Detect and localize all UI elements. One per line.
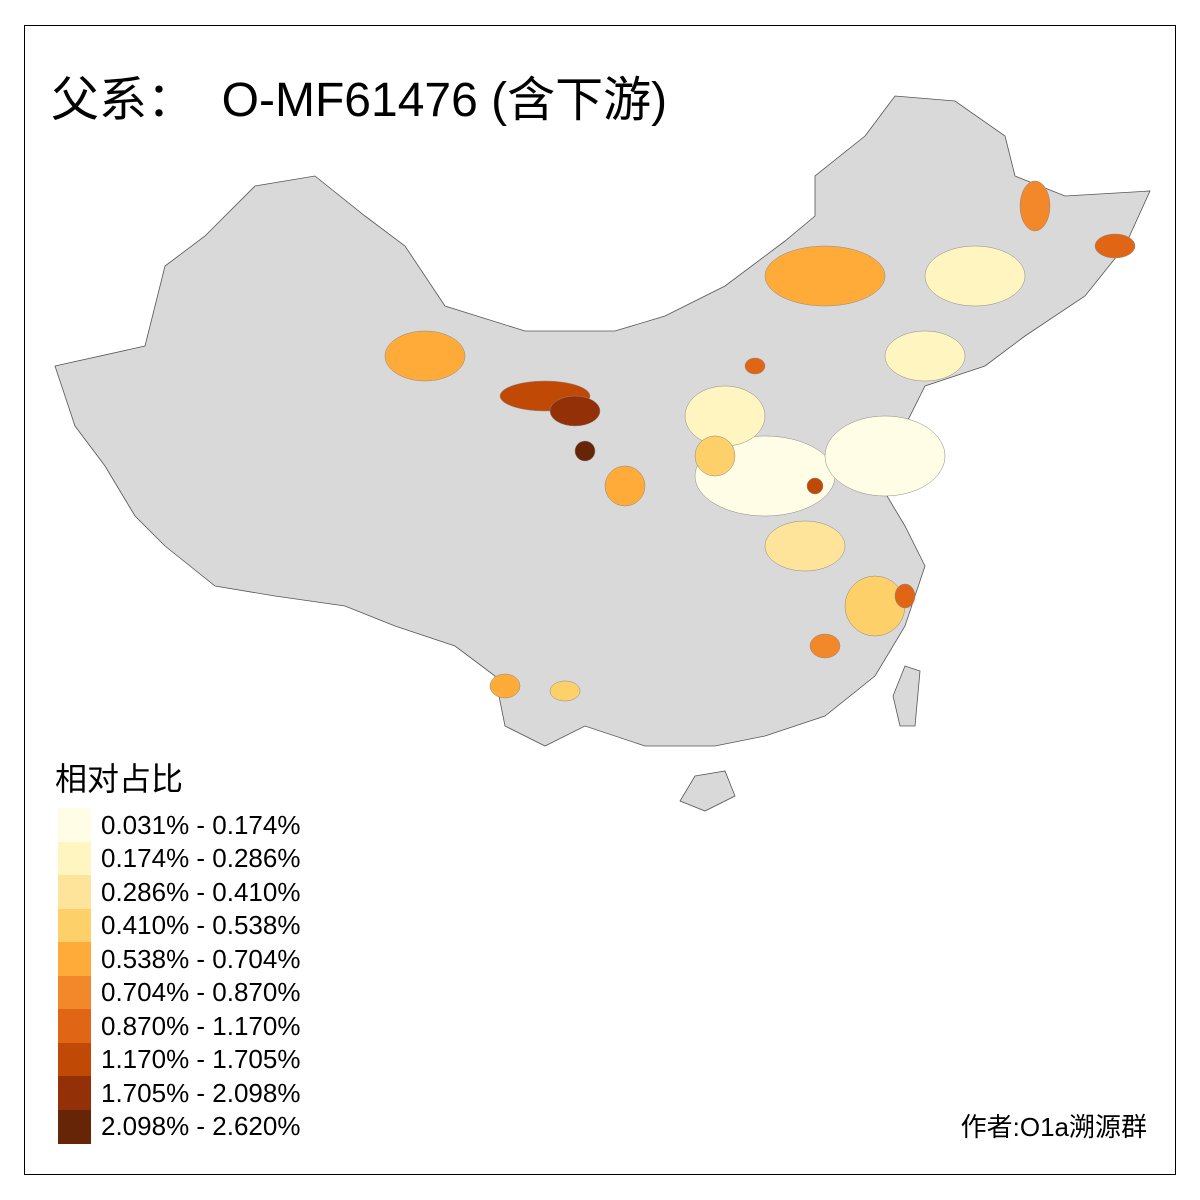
legend-swatch (58, 1109, 91, 1144)
region-fill (549, 680, 581, 702)
legend-label: 0.870% - 1.170% (101, 1010, 301, 1041)
legend-label: 0.286% - 0.410% (101, 876, 301, 907)
legend-title: 相对占比 (55, 761, 184, 797)
legend-item: 0.286% - 0.410% (58, 875, 300, 909)
legend-item: 0.410% - 0.538% (58, 908, 301, 943)
legend-swatch (58, 975, 91, 1010)
legend-item: 1.705% - 2.098% (58, 1076, 300, 1110)
legend-item: 0.704% - 0.870% (58, 975, 301, 1010)
legend-swatch (58, 808, 91, 842)
legend-swatch (58, 908, 91, 943)
legend-label: 0.031% - 0.174% (101, 809, 301, 840)
region-fill (604, 465, 646, 507)
legend-swatch (58, 942, 91, 976)
region-fill (694, 435, 736, 477)
legend-item: 0.538% - 0.704% (58, 942, 300, 976)
china-map (54, 95, 1151, 812)
region-fill (1094, 233, 1136, 259)
region-fill (884, 330, 966, 382)
legend-label: 0.538% - 0.704% (101, 943, 301, 974)
legend-swatch (58, 875, 91, 909)
region-fill (824, 415, 946, 497)
legend-label: 0.410% - 0.538% (101, 910, 301, 940)
map-frame: 父系： O-MF61476 (含下游) 相对占比 0.031% - 0.174%… (24, 25, 1176, 1175)
region-fill (384, 330, 466, 382)
legend-label: 0.704% - 0.870% (101, 977, 301, 1007)
map-title: 父系： O-MF61476 (含下游) (51, 74, 668, 127)
region-fill (806, 477, 824, 495)
author-credit: 作者:O1a溯源群 (960, 1112, 1147, 1142)
legend-swatch (58, 1076, 91, 1110)
legend-label: 2.098% - 2.620% (101, 1111, 301, 1141)
country-base (54, 95, 1151, 747)
legend-item: 0.031% - 0.174% (58, 808, 300, 842)
region-fill (764, 520, 846, 572)
taiwan-island (892, 665, 921, 727)
region-fill (489, 673, 521, 699)
region-fill (764, 245, 886, 307)
region-fill (684, 385, 766, 447)
legend-label: 0.174% - 0.286% (101, 843, 301, 873)
legend-label: 1.170% - 1.705% (101, 1044, 301, 1074)
region-fill (894, 583, 916, 609)
region-fill (574, 440, 596, 462)
region-fill (844, 575, 906, 637)
region-fill (1019, 180, 1051, 232)
legend-label: 1.705% - 2.098% (101, 1077, 301, 1108)
region-fill (744, 357, 766, 375)
region-fill (549, 395, 601, 427)
hainan-island (679, 770, 736, 812)
legend-item: 0.870% - 1.170% (58, 1009, 300, 1043)
legend-item: 2.098% - 2.620% (58, 1109, 301, 1144)
region-fill (809, 633, 841, 659)
legend-swatch (58, 841, 91, 876)
legend-item: 1.170% - 1.705% (58, 1042, 301, 1077)
legend-item: 0.174% - 0.286% (58, 841, 301, 876)
legend-swatch (58, 1009, 91, 1043)
legend-swatch (58, 1042, 91, 1077)
region-fill (924, 245, 1026, 307)
